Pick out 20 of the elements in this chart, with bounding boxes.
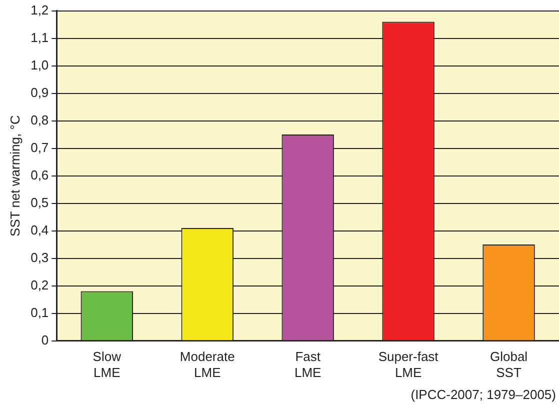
x-tick-label: Moderate LME — [180, 349, 235, 380]
y-tick-label: 0,3 — [30, 250, 49, 265]
y-tick-label: 0,2 — [30, 277, 49, 292]
y-tick-label: 0,7 — [30, 140, 49, 155]
x-tick-label: Fast LME — [294, 349, 322, 380]
x-tick-label: Slow LME — [92, 349, 122, 380]
y-tick-label: 0,9 — [30, 84, 49, 100]
y-tick-label: 0,1 — [30, 304, 49, 320]
y-tick-label: 0,8 — [30, 112, 49, 128]
y-tick-label: 1,1 — [30, 30, 49, 45]
y-tick-label: 1,2 — [30, 2, 49, 18]
y-tick-label: 0 — [41, 332, 49, 348]
y-tick-label: 0,4 — [30, 222, 49, 238]
x-tick-label: Global SST — [490, 349, 528, 380]
x-tick-label: Super-fast LME — [378, 349, 439, 380]
text: (IPCC-2007; 1979–2005) — [410, 387, 556, 402]
y-tick-label: 0,5 — [30, 194, 49, 210]
y-tick-label: 0,6 — [30, 167, 49, 182]
y-tick-label: 1,0 — [30, 57, 49, 72]
y-axis-title: SST net warming, °C — [7, 115, 22, 236]
